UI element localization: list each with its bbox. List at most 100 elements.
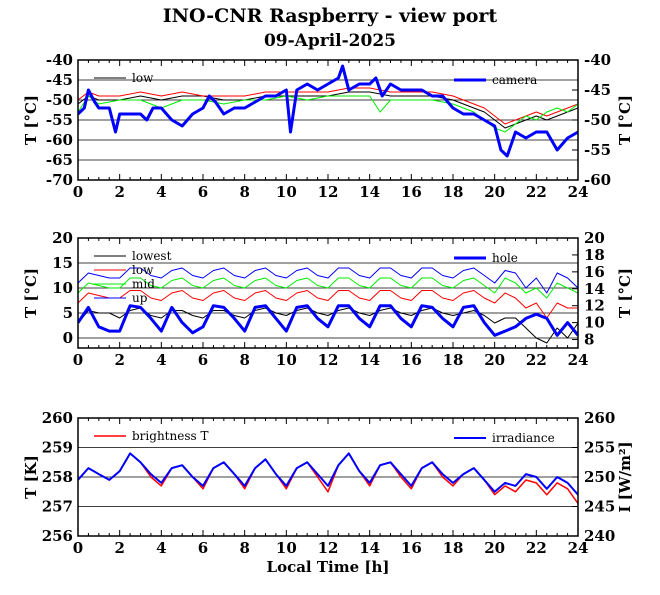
x-tick-label: 12 <box>318 351 339 369</box>
y-right-tick-label: 20 <box>584 229 605 247</box>
x-tick-label: 8 <box>239 351 249 369</box>
series-line-unnamed-2 <box>78 95 578 133</box>
panel-1: 0 2 4 6 8 10 12 14 16 18 20 22 24-70-65-60-55-50-45-… <box>22 51 634 201</box>
series-line-hole <box>78 304 578 337</box>
x-tick-label: 20 <box>484 351 505 369</box>
x-tick-label: 10 <box>276 539 297 557</box>
plot-frame <box>77 59 579 181</box>
y-left-tick-label: -70 <box>46 171 73 189</box>
y-left-tick-label: 256 <box>42 527 73 545</box>
chart-subtitle: 09-April-2025 <box>264 31 396 51</box>
x-tick-label: 12 <box>318 539 339 557</box>
x-tick-label: 6 <box>198 539 208 557</box>
y-left-tick-label: 258 <box>42 468 73 486</box>
panel-2: 0 2 4 6 8 10 12 14 16 18 20 22 240510152081012141618… <box>22 229 634 369</box>
x-tick-label: 10 <box>276 183 297 201</box>
x-tick-label: 6 <box>198 183 208 201</box>
y-right-tick-label: 255 <box>584 439 615 457</box>
x-tick-label: 18 <box>443 539 464 557</box>
y-right-axis-label: T [°C] <box>616 268 634 318</box>
legend-label: low <box>132 263 154 277</box>
x-tick-label: 20 <box>484 539 505 557</box>
x-tick-label: 12 <box>318 183 339 201</box>
x-tick-label: 2 <box>114 183 124 201</box>
x-tick-label: 8 <box>239 183 249 201</box>
y-left-tick-label: -45 <box>46 71 73 89</box>
y-left-tick-label: 5 <box>63 304 73 322</box>
legend-label: irradiance <box>492 431 555 445</box>
y-right-tick-label: 10 <box>584 314 605 332</box>
x-tick-label: 20 <box>484 183 505 201</box>
x-tick-label: 8 <box>239 539 249 557</box>
x-tick-label: 4 <box>156 183 166 201</box>
series-line-up <box>78 267 578 294</box>
x-tick-label: 14 <box>359 539 380 557</box>
x-tick-label: 16 <box>401 183 422 201</box>
y-left-axis-label: T [°C] <box>22 95 40 145</box>
y-left-tick-label: -60 <box>46 131 73 149</box>
x-tick-label: 2 <box>114 539 124 557</box>
series-line-low <box>78 290 578 319</box>
series-line-irradiance <box>78 452 578 496</box>
y-left-tick-label: -65 <box>46 151 73 169</box>
legend-label: camera <box>492 73 537 87</box>
y-right-tick-label: 14 <box>584 280 605 298</box>
x-tick-label: 0 <box>73 183 83 201</box>
x-tick-label: 24 <box>568 183 589 201</box>
y-left-axis-label: T [K] <box>22 455 40 499</box>
y-right-tick-label: -50 <box>584 111 611 129</box>
y-left-tick-label: 260 <box>42 409 73 427</box>
series-line-lowest <box>78 307 578 344</box>
x-tick-label: 2 <box>114 351 124 369</box>
y-right-tick-label: 8 <box>584 331 594 349</box>
x-tick-label: 16 <box>401 351 422 369</box>
y-left-tick-label: 15 <box>52 254 73 272</box>
x-tick-label: 16 <box>401 539 422 557</box>
x-tick-label: 4 <box>156 351 166 369</box>
legend-label: lowest <box>132 249 172 263</box>
y-left-axis-label: T [°C] <box>22 268 40 318</box>
legend-label: hole <box>492 251 518 265</box>
series-line-unnamed-1 <box>78 87 578 125</box>
y-left-tick-label: 20 <box>52 229 73 247</box>
y-left-tick-label: 10 <box>52 279 73 297</box>
y-right-axis-label: I [W/m²] <box>616 441 634 512</box>
chart-title: INO-CNR Raspberry - view port <box>163 5 498 27</box>
x-tick-label: 18 <box>443 351 464 369</box>
y-right-axis-label: T [°C] <box>616 95 634 145</box>
y-right-tick-label: 12 <box>584 297 605 315</box>
legend-label: up <box>132 291 148 305</box>
x-tick-label: 14 <box>359 183 380 201</box>
series-line-camera <box>78 64 578 158</box>
x-tick-label: 22 <box>526 183 547 201</box>
series-line-brightness-T <box>78 452 578 504</box>
x-tick-label: 22 <box>526 351 547 369</box>
legend-label: mid <box>132 277 155 291</box>
x-tick-label: 24 <box>568 539 589 557</box>
x-tick-label: 6 <box>198 351 208 369</box>
legend-label: brightness T <box>132 429 208 443</box>
x-tick-label: 4 <box>156 539 166 557</box>
y-left-tick-label: 0 <box>63 329 73 347</box>
y-right-tick-label: -60 <box>584 171 611 189</box>
x-tick-label: 14 <box>359 351 380 369</box>
y-right-tick-label: 16 <box>584 263 605 281</box>
y-right-tick-label: -55 <box>584 141 611 159</box>
y-right-tick-label: 250 <box>584 468 615 486</box>
y-right-tick-label: 245 <box>584 498 615 516</box>
legend-label: low <box>132 71 154 85</box>
y-right-tick-label: -45 <box>584 81 611 99</box>
plot-frame <box>77 417 579 537</box>
x-tick-label: 0 <box>73 351 83 369</box>
y-right-tick-label: 240 <box>584 527 615 545</box>
x-tick-label: 0 <box>73 539 83 557</box>
x-tick-label: 18 <box>443 183 464 201</box>
plot-frame <box>77 237 579 349</box>
y-left-tick-label: 259 <box>42 439 73 457</box>
panel-3: 0 2 4 6 8 10 12 14 16 18 20 22 242562572582592602402… <box>22 409 634 557</box>
y-left-tick-label: -40 <box>46 51 73 69</box>
series-line-mid <box>78 277 578 299</box>
x-tick-label: 24 <box>568 351 589 369</box>
